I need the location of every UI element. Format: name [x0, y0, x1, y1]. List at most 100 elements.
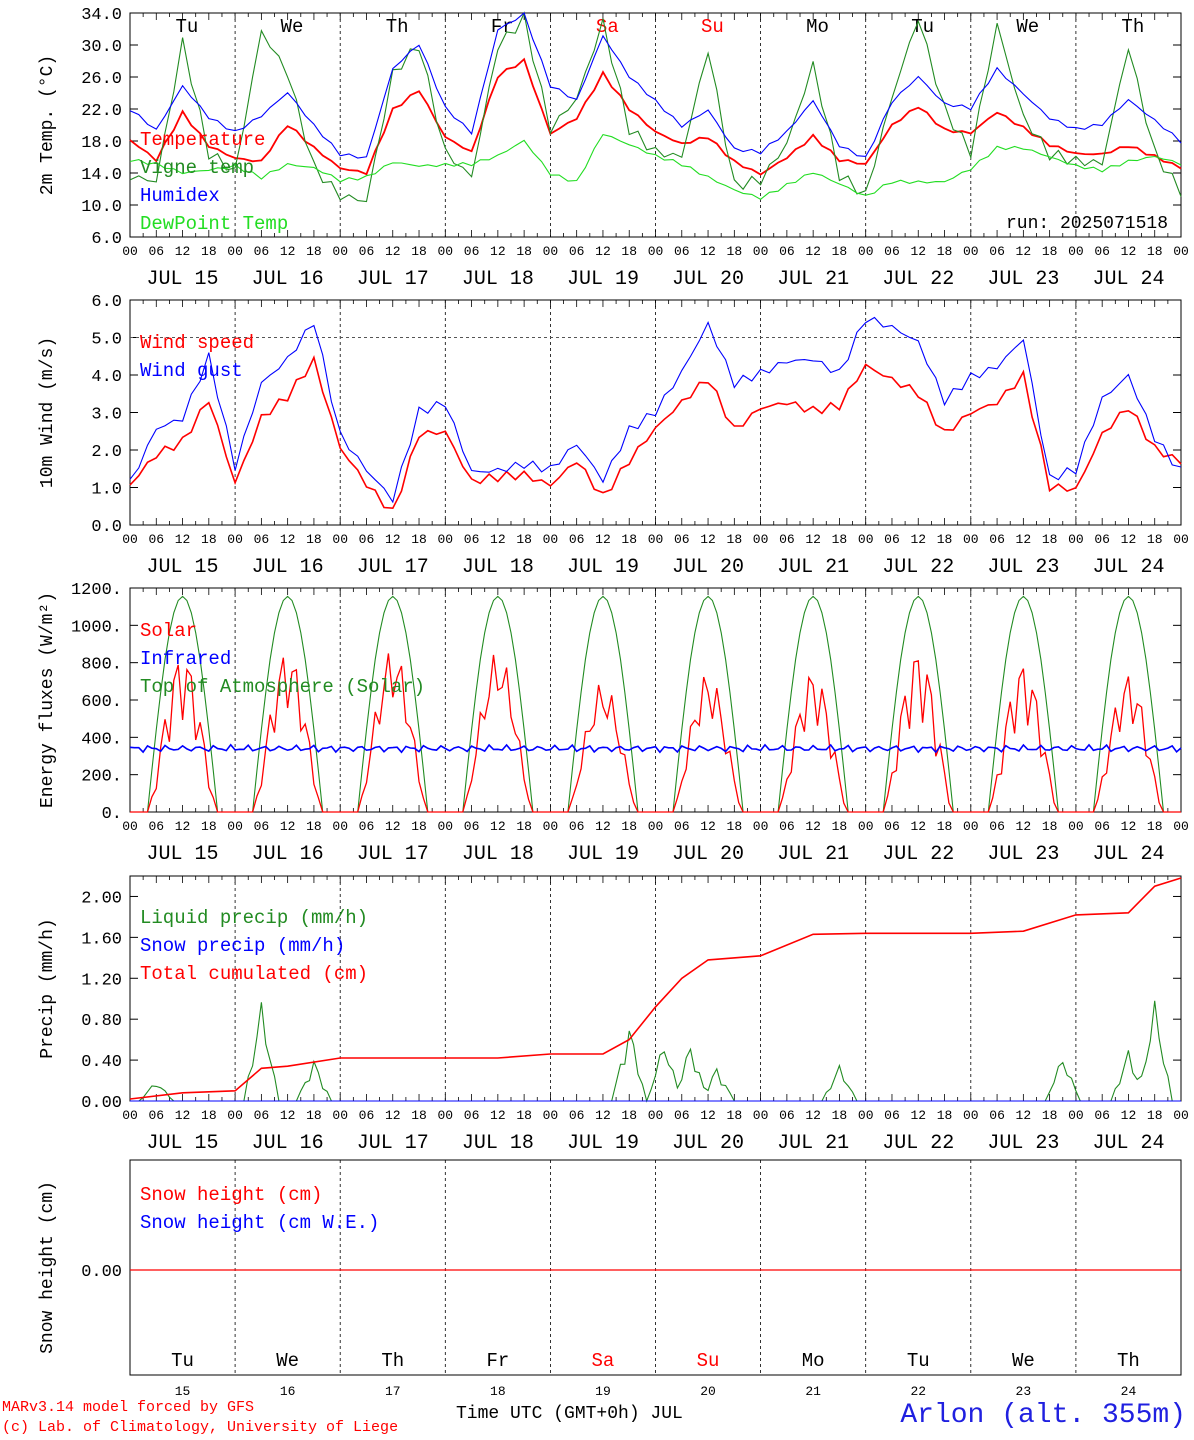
hour-tick-label: 18 [727, 1108, 743, 1123]
hour-tick-label: 06 [148, 244, 164, 259]
legend-infrared: Infrared [140, 648, 231, 670]
hour-tick-label: 18 [516, 819, 532, 834]
y-tick-label: 14.0 [81, 166, 122, 185]
series-vigne-temp [129, 11, 1182, 203]
hour-tick-label: 12 [910, 244, 926, 259]
hour-tick-label: 00 [648, 532, 664, 547]
hour-tick-label: 12 [385, 1108, 401, 1123]
hour-tick-label: 06 [989, 819, 1005, 834]
hour-tick-label: 18 [937, 1108, 953, 1123]
hour-tick-label: 06 [569, 819, 585, 834]
weekday-label: Mo [802, 1350, 825, 1372]
day-label: JUL 23 [987, 1132, 1059, 1155]
hour-tick-label: 12 [1016, 819, 1032, 834]
hour-tick-label: 00 [858, 532, 874, 547]
hour-tick-label: 00 [1068, 532, 1084, 547]
hour-tick-label: 00 [227, 244, 243, 259]
day-label: JUL 20 [672, 556, 744, 579]
hour-tick-label: 00 [332, 244, 348, 259]
hour-tick-label: 18 [306, 244, 322, 259]
day-label: JUL 18 [462, 556, 534, 579]
y-tick-label: 18.0 [81, 134, 122, 153]
y-tick-label: 30.0 [81, 38, 122, 57]
series-humidex [129, 12, 1182, 159]
day-number-label: 18 [490, 1384, 506, 1399]
run-label: run: 2025071518 [1006, 214, 1168, 234]
day-label: JUL 18 [462, 268, 534, 291]
hour-tick-label: 18 [411, 244, 427, 259]
hour-tick-label: 00 [753, 1108, 769, 1123]
hour-tick-label: 12 [595, 1108, 611, 1123]
hour-tick-label: 06 [989, 244, 1005, 259]
hour-tick-label: 00 [332, 532, 348, 547]
y-tick-label: 800. [81, 656, 122, 675]
hour-tick-label: 06 [779, 532, 795, 547]
y-tick-label: 1.0 [91, 481, 122, 500]
hour-tick-label: 12 [1016, 244, 1032, 259]
hour-tick-label: 18 [201, 244, 217, 259]
hour-tick-label: 06 [359, 532, 375, 547]
day-number-label: 21 [805, 1384, 821, 1399]
legend-dewpoint-temp: DewPoint Temp [140, 213, 288, 235]
hour-tick-label: 18 [727, 244, 743, 259]
hour-tick-label: 06 [884, 532, 900, 547]
hour-tick-label: 18 [201, 819, 217, 834]
series-solar [130, 653, 1181, 813]
y-tick-label: 0.40 [81, 1053, 122, 1072]
hour-tick-label: 06 [884, 1108, 900, 1123]
hour-tick-label: 00 [753, 532, 769, 547]
y-axis-label: Energy fluxes (W/m²) [38, 592, 58, 808]
hour-tick-label: 06 [674, 819, 690, 834]
hour-tick-label: 12 [595, 532, 611, 547]
weekday-label: Tu [911, 16, 934, 38]
hour-tick-label: 06 [254, 1108, 270, 1123]
y-tick-label: 0.00 [81, 1263, 122, 1282]
y-tick-label: 1.60 [81, 930, 122, 949]
station-name: Arlon (alt. 355m) [900, 1400, 1186, 1431]
y-tick-label: 400. [81, 730, 122, 749]
day-label: JUL 16 [252, 556, 324, 579]
hour-tick-label: 06 [148, 1108, 164, 1123]
hour-tick-label: 18 [621, 819, 637, 834]
y-tick-label: 2.0 [91, 443, 122, 462]
hour-tick-label: 18 [411, 1108, 427, 1123]
hour-tick-label: 18 [621, 1108, 637, 1123]
hour-tick-label: 06 [884, 819, 900, 834]
hour-tick-label: 12 [385, 819, 401, 834]
weekday-label: Sa [592, 1350, 615, 1372]
y-axis-label: 2m Temp. (°C) [38, 55, 58, 195]
hour-tick-label: 00 [648, 819, 664, 834]
hour-tick-label: 12 [805, 532, 821, 547]
hour-tick-label: 18 [1147, 244, 1163, 259]
hour-tick-label: 06 [779, 819, 795, 834]
hour-tick-label: 12 [700, 244, 716, 259]
hour-tick-label: 12 [385, 532, 401, 547]
hour-tick-label: 12 [805, 1108, 821, 1123]
hour-tick-label: 12 [490, 1108, 506, 1123]
hour-tick-label: 00 [437, 819, 453, 834]
day-label: JUL 15 [147, 268, 219, 291]
hour-tick-label: 00 [543, 819, 559, 834]
hour-tick-label: 06 [464, 532, 480, 547]
hour-tick-label: 06 [1094, 1108, 1110, 1123]
lab-credit: (c) Lab. of Climatology, University of L… [2, 1419, 399, 1436]
y-tick-label: 0. [102, 805, 122, 824]
y-axis-label: 10m Wind (m/s) [38, 337, 58, 488]
hour-tick-label: 12 [595, 244, 611, 259]
weekday-label: We [1012, 1350, 1035, 1372]
legend-snow-precip-mm-h-: Snow precip (mm/h) [140, 935, 345, 957]
y-tick-label: 1200. [71, 581, 122, 600]
day-number-label: 19 [595, 1384, 611, 1399]
hour-tick-label: 12 [280, 532, 296, 547]
hour-tick-label: 12 [280, 1108, 296, 1123]
y-tick-label: 0.00 [81, 1094, 122, 1113]
day-label: JUL 22 [882, 843, 954, 866]
hour-tick-label: 12 [910, 532, 926, 547]
y-tick-label: 34.0 [81, 6, 122, 25]
hour-tick-label: 18 [1042, 532, 1058, 547]
hour-tick-label: 00 [227, 1108, 243, 1123]
hour-tick-label: 06 [254, 819, 270, 834]
day-label: JUL 24 [1092, 556, 1164, 579]
panel-0-frame [129, 12, 1182, 238]
weekday-label: Th [381, 1350, 404, 1372]
